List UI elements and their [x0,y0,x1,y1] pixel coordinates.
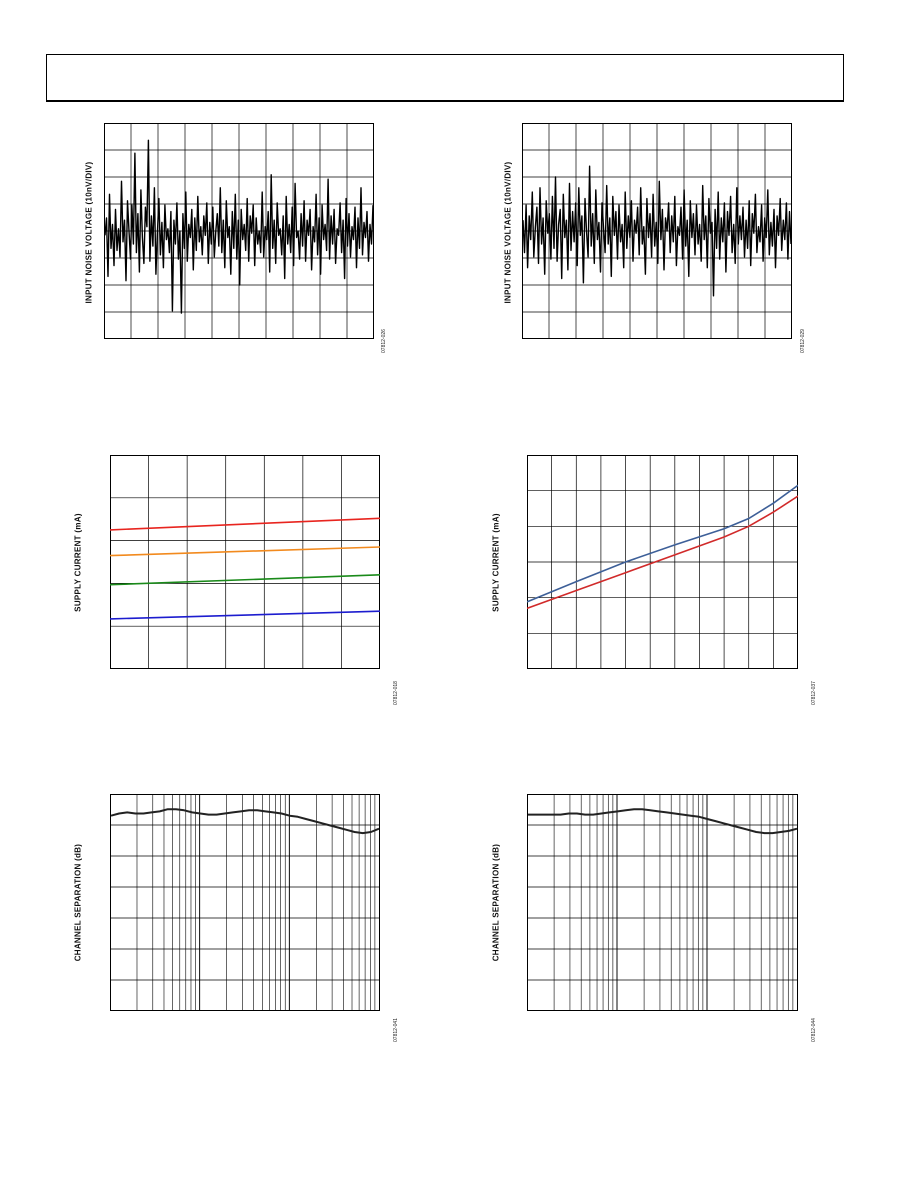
sep-right-figure-id: 07812-044 [811,1018,817,1042]
supply-right-ylabel: SUPPLY CURRENT (mA) [491,513,501,612]
noise-left-panel [104,123,374,339]
supply-left-series-2 [110,574,380,586]
sep-left-panel [110,794,380,1011]
noise-left-series-0 [104,139,374,314]
sep-left-ylabel: CHANNEL SEPARATION (dB) [73,843,83,962]
noise-right-figure-id: 07812-029 [800,329,806,353]
sep-left-figure-id: 07812-041 [393,1018,399,1042]
supply-right-series-0 [527,484,798,603]
supply-left-plot [110,455,380,669]
noise-left-ylabel: INPUT NOISE VOLTAGE (10nV/DIV) [84,161,94,304]
sep-right-panel [527,794,798,1011]
supply-left-frame [110,455,380,669]
supply-right-figure-id: 07812-037 [811,681,817,705]
sep-right-plot [527,794,798,1011]
noise-right-series-0 [522,165,792,297]
sep-right-frame [527,794,798,1011]
noise-left-figure-id: 07812-026 [381,329,387,353]
supply-left-series-1 [110,546,380,557]
noise-right-ylabel: INPUT NOISE VOLTAGE (10nV/DIV) [503,161,513,304]
sep-left-plot [110,794,380,1011]
supply-right-series-1 [527,495,798,610]
noise-right-plot [522,123,792,339]
sep-right-ylabel: CHANNEL SEPARATION (dB) [491,843,501,962]
supply-left-panel [110,455,380,669]
supply-left-figure-id: 07812-018 [393,681,399,705]
sep-left-frame [110,794,380,1011]
page-header-box [46,54,844,102]
noise-right-panel [522,123,792,339]
noise-left-plot [104,123,374,339]
supply-left-ylabel: SUPPLY CURRENT (mA) [73,513,83,612]
supply-right-plot [527,455,798,669]
supply-left-series-0 [110,517,380,531]
sep-left-series-0 [110,808,380,835]
supply-left-series-3 [110,610,380,620]
sep-right-series-0 [528,808,798,835]
supply-right-panel [527,455,798,669]
